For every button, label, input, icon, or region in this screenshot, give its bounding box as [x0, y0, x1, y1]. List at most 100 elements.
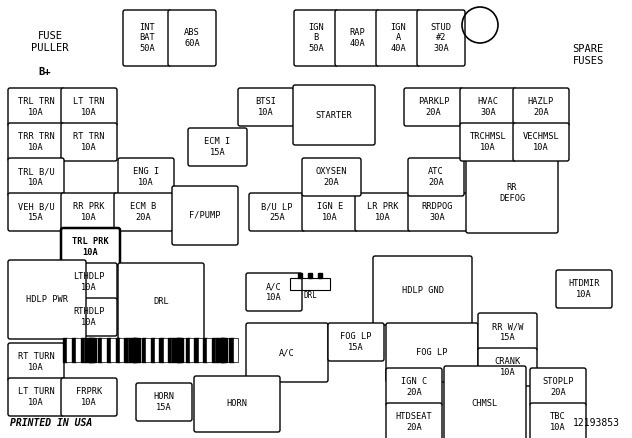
Text: VECHMSL
10A: VECHMSL 10A	[523, 132, 559, 152]
Text: IGN C
20A: IGN C 20A	[401, 377, 427, 397]
FancyBboxPatch shape	[478, 313, 537, 351]
Bar	[159, 338, 164, 362]
FancyBboxPatch shape	[386, 323, 478, 382]
FancyBboxPatch shape	[8, 378, 64, 416]
FancyBboxPatch shape	[355, 193, 411, 231]
Text: LR PRK
10A: LR PRK 10A	[367, 202, 399, 222]
FancyBboxPatch shape	[114, 193, 173, 231]
Bar	[225, 338, 229, 362]
Bar	[142, 338, 146, 362]
Text: RAP
40A: RAP 40A	[349, 28, 365, 48]
FancyBboxPatch shape	[293, 85, 375, 145]
Text: STUD
#2
30A: STUD #2 30A	[430, 23, 451, 53]
Text: CRANK
10A: CRANK 10A	[494, 357, 521, 377]
Text: DRL: DRL	[153, 297, 169, 305]
FancyBboxPatch shape	[8, 88, 64, 126]
Text: IGN
A
40A: IGN A 40A	[390, 23, 406, 53]
Bar	[76, 338, 80, 362]
Bar	[133, 338, 137, 362]
Bar	[98, 338, 102, 362]
Text: OXYSEN
20A: OXYSEN 20A	[316, 167, 347, 187]
Bar	[221, 338, 227, 362]
Bar	[190, 338, 194, 362]
Bar	[63, 338, 238, 362]
Text: RTHDLP
10A: RTHDLP 10A	[73, 307, 105, 327]
FancyBboxPatch shape	[172, 186, 238, 245]
Bar	[94, 338, 98, 362]
Text: B/U LP
25A: B/U LP 25A	[261, 202, 293, 222]
Bar	[173, 338, 177, 362]
FancyBboxPatch shape	[238, 88, 294, 126]
Text: DRL: DRL	[303, 290, 317, 300]
FancyBboxPatch shape	[530, 403, 586, 438]
Text: A/C: A/C	[279, 348, 295, 357]
FancyBboxPatch shape	[556, 270, 612, 308]
FancyBboxPatch shape	[136, 383, 192, 421]
Bar	[63, 338, 68, 362]
FancyBboxPatch shape	[386, 368, 442, 406]
Text: RT TURN
10A: RT TURN 10A	[18, 352, 54, 372]
Text: HTDMIR
10A: HTDMIR 10A	[568, 279, 600, 299]
FancyBboxPatch shape	[61, 193, 117, 231]
Bar	[298, 273, 302, 278]
Text: RT TRN
10A: RT TRN 10A	[73, 132, 105, 152]
Text: HORN: HORN	[226, 399, 248, 409]
Text: 12193853: 12193853	[573, 418, 620, 428]
Text: A/C
10A: A/C 10A	[266, 283, 282, 302]
Text: IGN
B
50A: IGN B 50A	[308, 23, 324, 53]
Bar	[129, 338, 133, 362]
Bar	[216, 338, 221, 362]
FancyBboxPatch shape	[61, 298, 117, 336]
Text: ATC
20A: ATC 20A	[428, 167, 444, 187]
Bar	[203, 338, 207, 362]
Text: LT TURN
10A: LT TURN 10A	[18, 387, 54, 407]
Text: RRDPOG
30A: RRDPOG 30A	[422, 202, 453, 222]
Text: HORN
15A: HORN 15A	[154, 392, 174, 412]
Text: ECM I
15A: ECM I 15A	[204, 137, 231, 157]
FancyBboxPatch shape	[408, 193, 467, 231]
Text: HTDSEAT
20A: HTDSEAT 20A	[396, 412, 432, 432]
Text: INT
BAT
50A: INT BAT 50A	[139, 23, 155, 53]
Text: SPARE
FUSES: SPARE FUSES	[573, 44, 604, 66]
FancyBboxPatch shape	[118, 158, 174, 196]
Bar	[308, 273, 312, 278]
Text: ABS
60A: ABS 60A	[184, 28, 200, 48]
FancyBboxPatch shape	[417, 10, 465, 66]
Bar	[198, 338, 203, 362]
Bar	[207, 338, 212, 362]
Text: LTHDLP
10A: LTHDLP 10A	[73, 272, 105, 292]
Text: VEH B/U
15A: VEH B/U 15A	[18, 202, 54, 222]
FancyBboxPatch shape	[513, 88, 569, 126]
FancyBboxPatch shape	[246, 323, 328, 382]
Bar	[150, 338, 155, 362]
FancyBboxPatch shape	[335, 10, 379, 66]
FancyBboxPatch shape	[168, 10, 216, 66]
Text: B+: B+	[38, 67, 51, 77]
FancyBboxPatch shape	[302, 193, 358, 231]
FancyBboxPatch shape	[246, 273, 302, 311]
FancyBboxPatch shape	[513, 123, 569, 161]
Text: STARTER: STARTER	[315, 110, 353, 120]
FancyBboxPatch shape	[118, 263, 204, 339]
Text: FUSE
PULLER: FUSE PULLER	[31, 31, 69, 53]
Bar	[133, 338, 140, 362]
FancyBboxPatch shape	[386, 403, 442, 438]
FancyBboxPatch shape	[460, 123, 516, 161]
Bar	[181, 338, 186, 362]
FancyBboxPatch shape	[61, 228, 120, 266]
Bar	[80, 338, 85, 362]
Bar	[89, 338, 96, 362]
Bar	[116, 338, 120, 362]
FancyBboxPatch shape	[249, 193, 305, 231]
Text: PARKLP
20A: PARKLP 20A	[418, 97, 449, 117]
Bar	[221, 338, 225, 362]
Text: TRCHMSL
10A: TRCHMSL 10A	[470, 132, 506, 152]
Text: IGN E
10A: IGN E 10A	[317, 202, 343, 222]
Text: FOG LP: FOG LP	[416, 348, 447, 357]
Bar	[173, 338, 179, 362]
FancyBboxPatch shape	[444, 366, 526, 438]
Text: LT TRN
10A: LT TRN 10A	[73, 97, 105, 117]
Text: FRPRK
10A: FRPRK 10A	[76, 387, 102, 407]
Bar	[85, 338, 92, 362]
FancyBboxPatch shape	[8, 158, 64, 196]
